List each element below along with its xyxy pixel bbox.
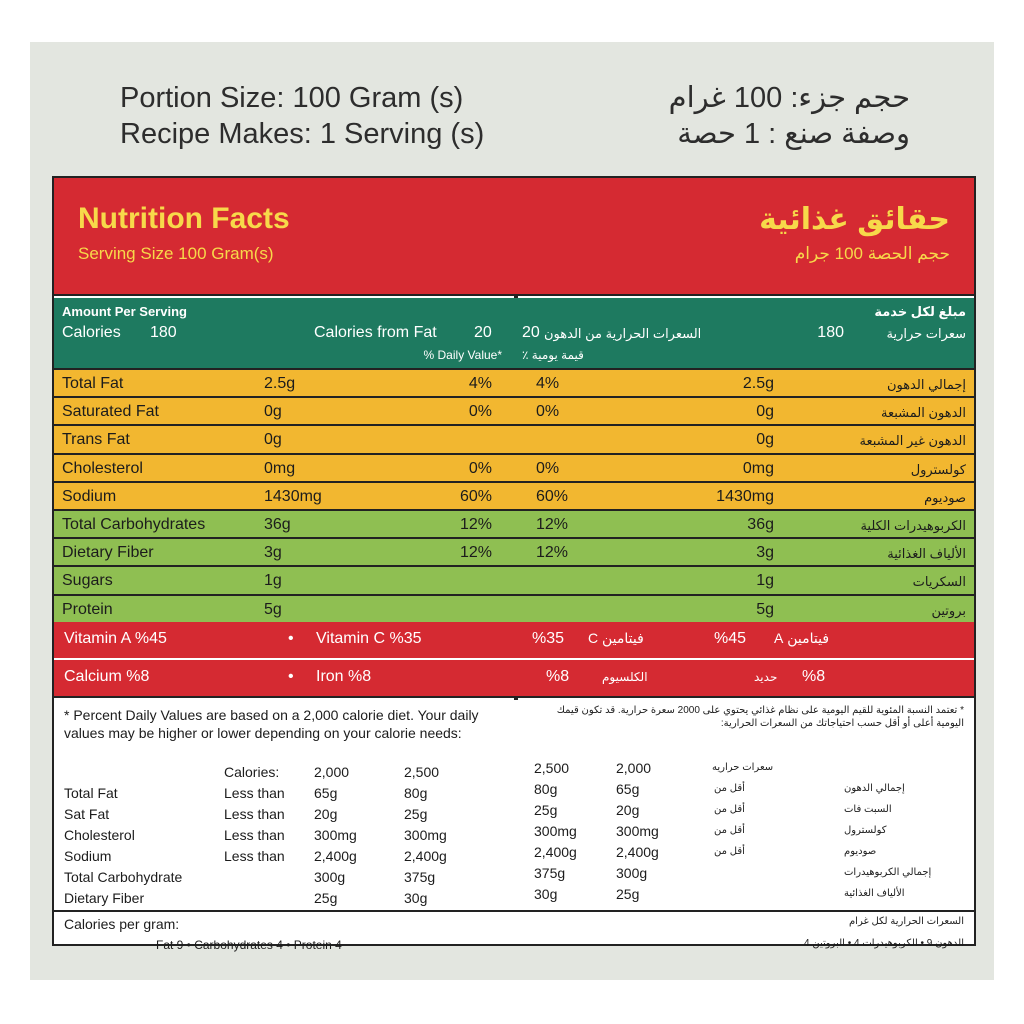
bullet: • (288, 630, 294, 647)
recipe-makes-ar: وصفة صنع : 1 حصة (677, 118, 910, 150)
calories-from-fat-label: Calories from Fat (314, 324, 437, 341)
calcium: Calcium %8 (64, 668, 150, 685)
calories-band: Amount Per Serving Calories 180 Calories… (54, 298, 514, 370)
calories-value: 180 (150, 324, 177, 341)
calories-from-fat-value-ar: 20 (522, 324, 540, 341)
nutrient-row: السكريات 1g (514, 567, 974, 596)
nutrient-row: إجمالي الدهون 2.5g 4% (514, 370, 974, 399)
nutrient-row: Total Fat 2.5g 4% (54, 370, 514, 399)
daily-value-note-ar: * تعتمد النسبة المئوية للقيم اليومية على… (556, 705, 964, 729)
english-panel: Nutrition Facts Serving Size 100 Gram(s)… (54, 178, 514, 952)
nutrient-row: الدهون المشبعة 0g 0% (514, 398, 974, 427)
nutrient-row: الألياف الغذائية 3g 12% (514, 539, 974, 568)
nutrition-facts-title-ar: حقائق غذائية (759, 203, 950, 236)
portion-size-ar: حجم جزء: 100 غرام (668, 82, 910, 114)
calories-band-ar: مبلغ لكل خدمة سعرات حرارية 180 السعرات ا… (514, 298, 974, 370)
recipe-makes: Recipe Makes: 1 Serving (s) (120, 118, 485, 150)
footnote-ar: * تعتمد النسبة المئوية للقيم اليومية على… (514, 700, 974, 949)
calories-from-fat-label-ar: السعرات الحرارية من الدهون (544, 326, 702, 341)
portion-arabic: حجم جزء: 100 غرام وصفة صنع : 1 حصة (669, 80, 910, 152)
calories-value-ar: 180 (817, 324, 844, 341)
nutrient-row: بروتين 5g (514, 595, 974, 624)
nutrient-row: كولسترول 0mg 0% (514, 454, 974, 483)
amount-per-serving-ar: مبلغ لكل خدمة (874, 304, 966, 319)
daily-value-header: % Daily Value* (423, 348, 502, 362)
amount-per-serving: Amount Per Serving (62, 304, 187, 319)
vitamin-a-ar: فيتامين A (774, 630, 830, 646)
serving-size: Serving Size 100 Gram(s) (78, 244, 274, 263)
nutrient-row: Sodium 1430mg 60% (54, 482, 514, 511)
calcium-ar: الكلسيوم (602, 670, 648, 684)
iron-ar: حديد (754, 670, 778, 684)
calories-from-fat-value: 20 (474, 324, 492, 341)
vitamin-a: Vitamin A %45 (64, 630, 167, 647)
nutrient-row: Sugars 1g (54, 567, 514, 596)
calories-per-gram: Calories per gram: Fat 9 • Carbohydrates… (54, 910, 514, 952)
vitamins-divider-ar (514, 658, 974, 660)
vitamin-c-ar: فيتامين C (588, 630, 644, 646)
iron-ar-value: %8 (802, 668, 826, 685)
nutrient-row: Dietary Fiber 3g 12% (54, 539, 514, 568)
nutrition-table: Nutrition Facts Serving Size 100 Gram(s)… (52, 176, 976, 952)
vitamins-band-ar: فيتامين A %45 %35 فيتامين C %8 الكلسيوم … (514, 622, 974, 698)
portion-header: Portion Size: 100 Gram (s) Recipe Makes:… (120, 80, 910, 152)
vitamins-divider (54, 658, 514, 660)
vitamin-c: Vitamin C %35 (316, 630, 422, 647)
calories-label: Calories (62, 324, 121, 341)
bullet: • (288, 668, 294, 685)
iron: Iron %8 (316, 668, 372, 685)
vitamin-c-ar-value: %35 (532, 630, 565, 647)
nutrient-row: الكربوهيدرات الكلية 36g 12% (514, 510, 974, 540)
calcium-ar-value: %8 (546, 668, 570, 685)
serving-size-ar: حجم الحصة 100 جرام (794, 244, 950, 263)
reference-table: Calories: 2,000 2,500 Total Fat Less tha… (64, 764, 447, 906)
arabic-header: حقائق غذائية حجم الحصة 100 جرام (514, 178, 974, 296)
arabic-panel: حقائق غذائية حجم الحصة 100 جرام مبلغ لكل… (514, 178, 974, 949)
nutrient-row: Saturated Fat 0g 0% (54, 398, 514, 427)
reference-table-ar: 2,500 2,000 سعرات حراريه 80g 65g أقل من … (534, 760, 932, 902)
calories-label-ar: سعرات حرارية (886, 326, 967, 341)
portion-size: Portion Size: 100 Gram (s) (120, 82, 464, 114)
nutrient-row: صوديوم 1430mg 60% (514, 482, 974, 511)
footnote: * Percent Daily Values are based on a 2,… (54, 700, 514, 952)
nutrient-row: Protein 5g (54, 595, 514, 624)
nutrient-row: الدهون غير المشبعة 0g (514, 426, 974, 455)
nutrient-rows: Total Fat 2.5g 4% Saturated Fat 0g 0% Trans … (54, 370, 514, 624)
nutrition-facts-title: Nutrition Facts (78, 202, 290, 235)
vitamin-a-ar-value: %45 (714, 630, 747, 647)
vitamins-band: Vitamin A %45 • Vitamin C %35 Calcium %8… (54, 622, 514, 698)
daily-value-header-ar: قيمة يومية ٪ (522, 348, 584, 362)
daily-value-note: * Percent Daily Values are based on a 2,… (64, 707, 479, 741)
calories-per-gram-ar: السعرات الحرارية لكل غرام الدهون 9 • الك… (514, 910, 974, 950)
nutrient-rows-ar: إجمالي الدهون 2.5g 4% الدهون المشبعة 0g 0% ا… (514, 370, 974, 624)
nutrient-row: Total Carbohydrates 36g 12% (54, 510, 514, 540)
nutrient-row: Cholesterol 0mg 0% (54, 454, 514, 483)
portion-english: Portion Size: 100 Gram (s) Recipe Makes:… (120, 80, 484, 152)
nutrient-row: Trans Fat 0g (54, 426, 514, 455)
english-header: Nutrition Facts Serving Size 100 Gram(s) (54, 178, 514, 296)
